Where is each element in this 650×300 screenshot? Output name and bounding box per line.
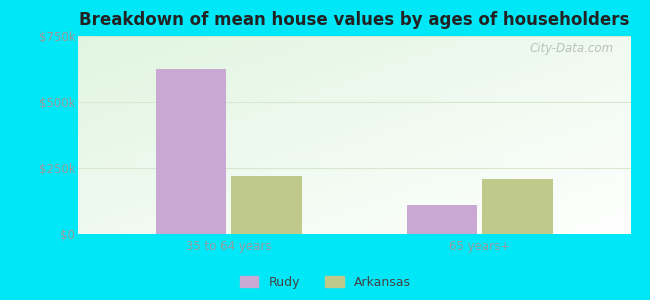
Title: Breakdown of mean house values by ages of householders: Breakdown of mean house values by ages o… [79, 11, 629, 29]
Bar [156, 69, 226, 234]
Bar [407, 205, 477, 234]
Legend: Rudy, Arkansas: Rudy, Arkansas [235, 271, 415, 294]
Bar [482, 178, 552, 234]
Bar [231, 176, 302, 234]
Text: City-Data.com: City-Data.com [530, 42, 614, 55]
